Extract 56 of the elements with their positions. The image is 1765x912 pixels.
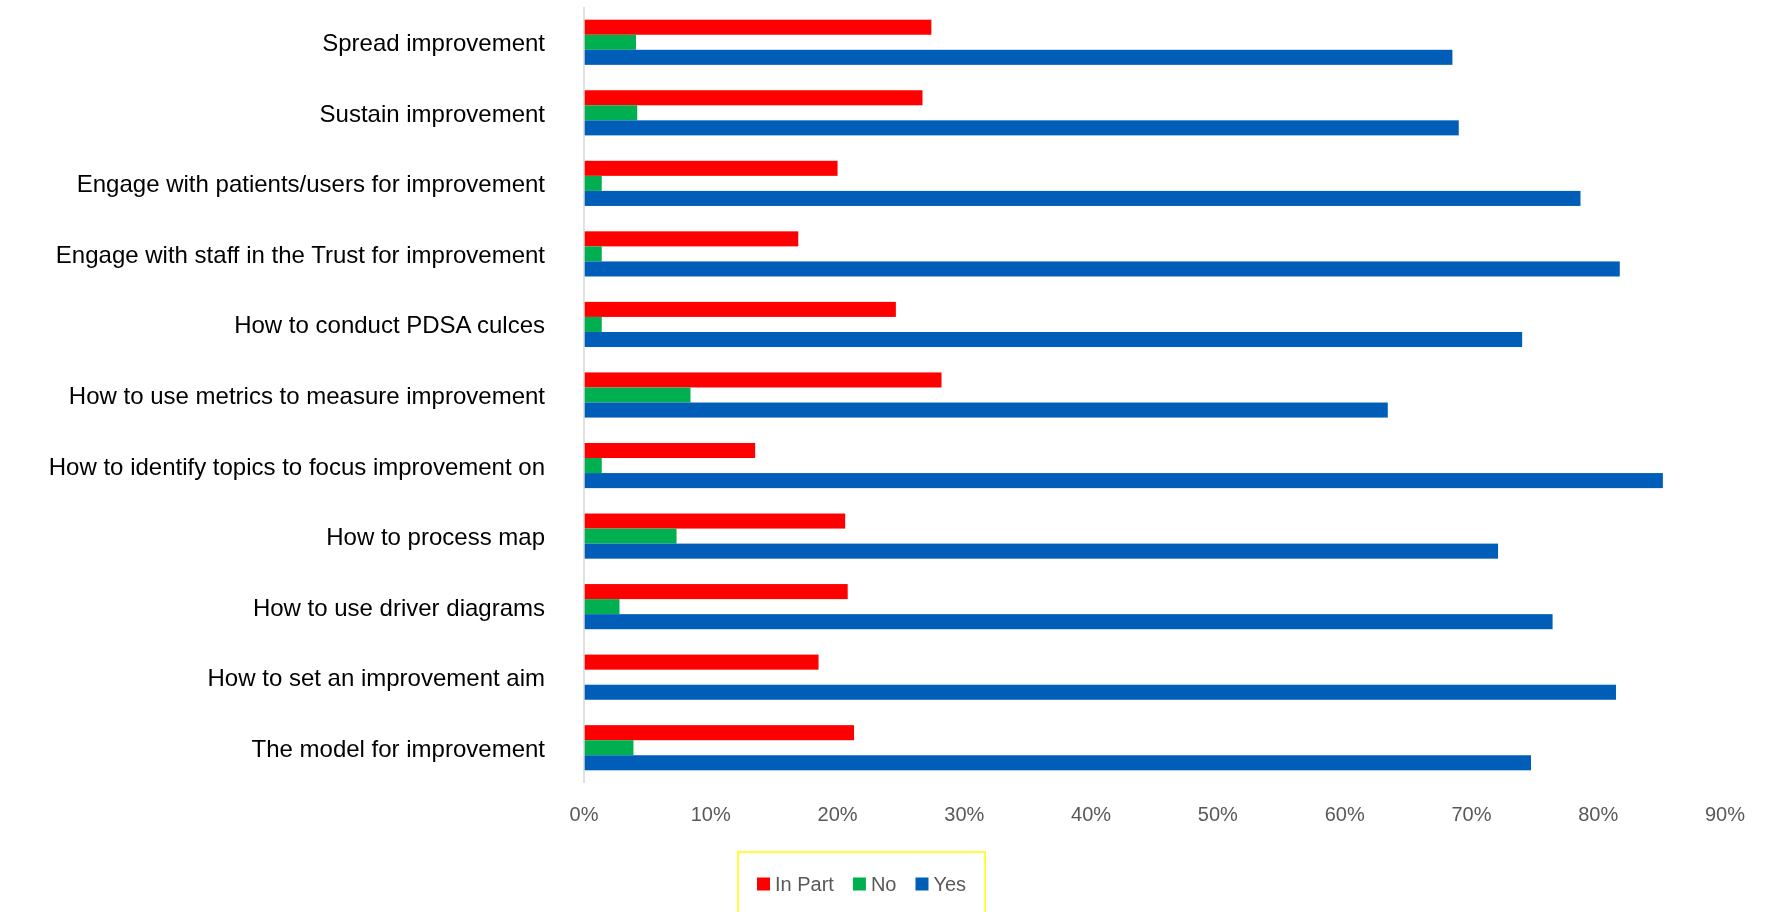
y-tick-label: The model for improvement (251, 734, 546, 762)
bar (584, 402, 1388, 418)
bar (584, 684, 1616, 700)
bar (584, 755, 1532, 771)
bar (584, 458, 602, 474)
y-tick-label: Engage with patients/users for improvement (76, 169, 546, 197)
x-tick-label: 70% (1451, 803, 1492, 825)
bar (584, 261, 1620, 277)
bar (584, 654, 819, 670)
bar (584, 725, 855, 741)
legend-label: Yes (933, 873, 967, 895)
bar (584, 614, 1553, 630)
legend-label: No (870, 873, 897, 895)
x-tick-label: 90% (1704, 803, 1746, 825)
bar (584, 740, 634, 756)
x-tick-label: 10% (690, 803, 732, 825)
bar (584, 316, 602, 332)
y-tick-label: How to set an improvement aim (207, 663, 545, 691)
y-tick-label: How to process map (326, 522, 545, 550)
bar (584, 372, 942, 388)
y-tick-label: How to conduct PDSA culces (234, 310, 545, 338)
x-tick-label: 20% (817, 803, 858, 825)
y-tick-label: How to use metrics to measure improvement (68, 381, 546, 409)
bar (584, 599, 620, 615)
bar (584, 190, 1581, 206)
bar (584, 543, 1499, 559)
y-tick-label: How to use driver diagrams (252, 593, 545, 621)
y-tick-label: Engage with staff in the Trust for improvement (55, 240, 546, 268)
x-tick-label: 60% (1324, 803, 1365, 825)
y-tick-label: Sustain improvement (319, 99, 546, 127)
y-tick-label: How to identify topics to focus improvement on (48, 452, 545, 480)
bar (584, 19, 932, 35)
x-tick-label: 40% (1071, 803, 1112, 825)
x-tick-label: 30% (944, 803, 985, 825)
bar (584, 49, 1453, 65)
x-tick-label: 80% (1578, 803, 1619, 825)
y-tick-label: Spread improvement (322, 28, 546, 56)
bar (584, 246, 602, 262)
bar (584, 442, 756, 459)
bar (584, 120, 1459, 136)
bar (584, 473, 1663, 489)
bar (584, 231, 799, 247)
bar (584, 528, 677, 544)
bar (584, 105, 638, 121)
bar (584, 90, 923, 106)
bar (584, 331, 1523, 348)
bar (584, 513, 846, 529)
bar (584, 301, 896, 317)
bar (584, 175, 602, 191)
legend-label: In Part (775, 873, 835, 895)
bar (584, 34, 636, 50)
x-tick-label: 0% (569, 803, 599, 825)
bar (584, 584, 848, 600)
bar (584, 387, 691, 403)
bar (584, 160, 838, 176)
x-tick-label: 50% (1197, 803, 1239, 825)
